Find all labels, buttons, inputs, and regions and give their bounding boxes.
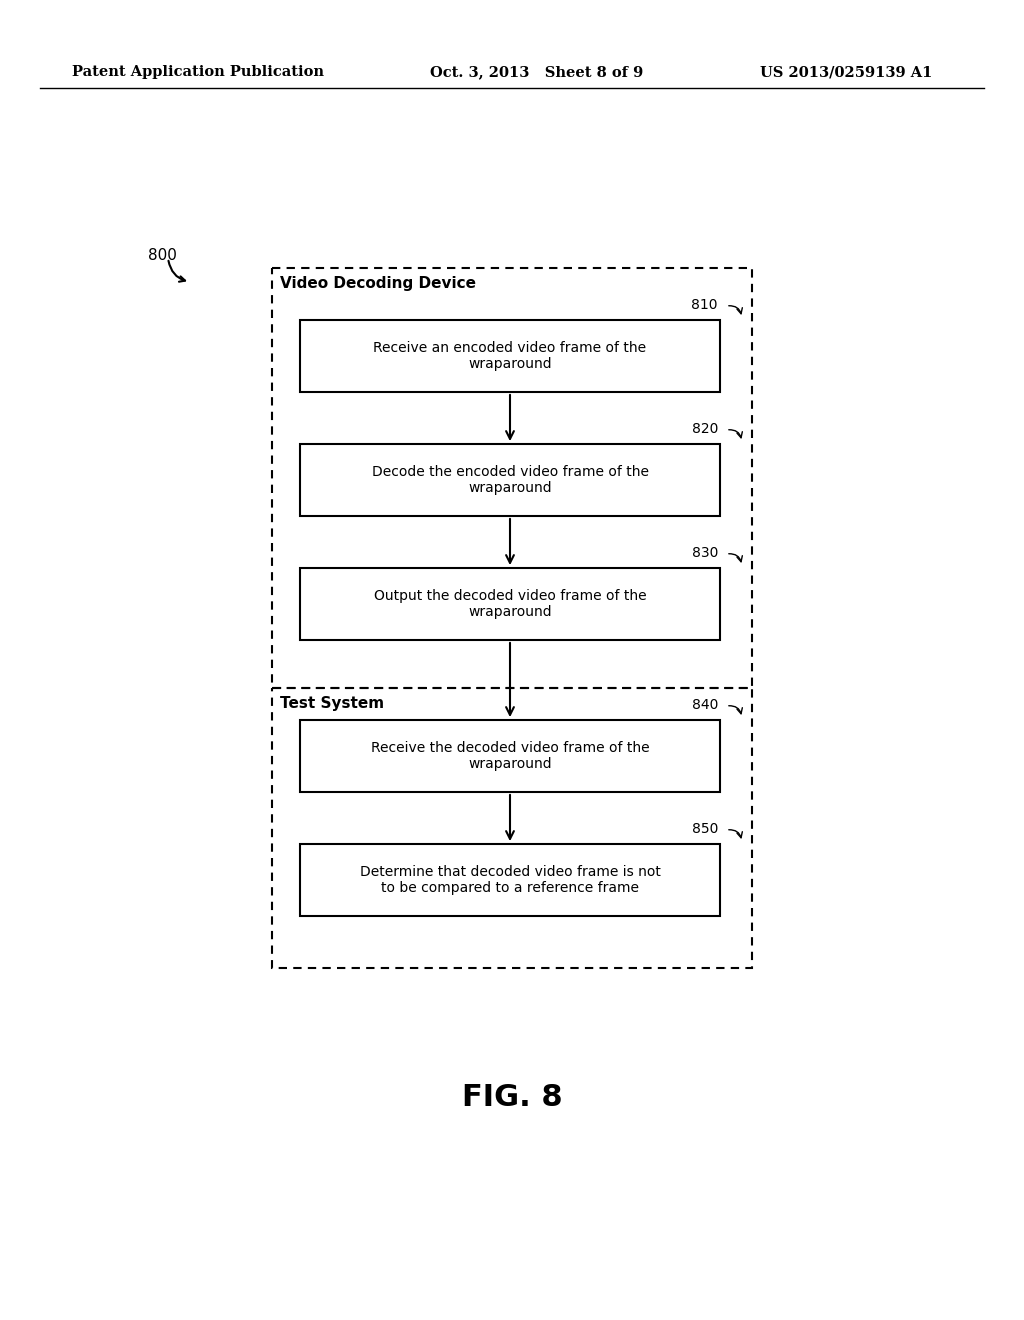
Text: FIG. 8: FIG. 8	[462, 1084, 562, 1113]
Text: US 2013/0259139 A1: US 2013/0259139 A1	[760, 65, 933, 79]
Text: 800: 800	[148, 248, 177, 263]
Text: Output the decoded video frame of the
wraparound: Output the decoded video frame of the wr…	[374, 589, 646, 619]
Text: Receive the decoded video frame of the
wraparound: Receive the decoded video frame of the w…	[371, 741, 649, 771]
Bar	[272, 268, 752, 688]
Text: Receive an encoded video frame of the
wraparound: Receive an encoded video frame of the wr…	[374, 341, 646, 371]
Bar	[272, 688, 752, 968]
Text: 830: 830	[691, 546, 718, 560]
Text: Oct. 3, 2013   Sheet 8 of 9: Oct. 3, 2013 Sheet 8 of 9	[430, 65, 643, 79]
Text: 850: 850	[691, 822, 718, 836]
Text: 820: 820	[691, 422, 718, 436]
Bar	[300, 719, 720, 792]
Bar	[300, 444, 720, 516]
Text: Patent Application Publication: Patent Application Publication	[72, 65, 324, 79]
Bar	[300, 568, 720, 640]
Text: Decode the encoded video frame of the
wraparound: Decode the encoded video frame of the wr…	[372, 465, 648, 495]
Text: 840: 840	[691, 698, 718, 711]
Text: Test System: Test System	[280, 696, 384, 711]
Bar	[300, 319, 720, 392]
Text: Video Decoding Device: Video Decoding Device	[280, 276, 476, 290]
Bar	[300, 843, 720, 916]
Text: 810: 810	[691, 298, 718, 312]
Text: Determine that decoded video frame is not
to be compared to a reference frame: Determine that decoded video frame is no…	[359, 865, 660, 895]
